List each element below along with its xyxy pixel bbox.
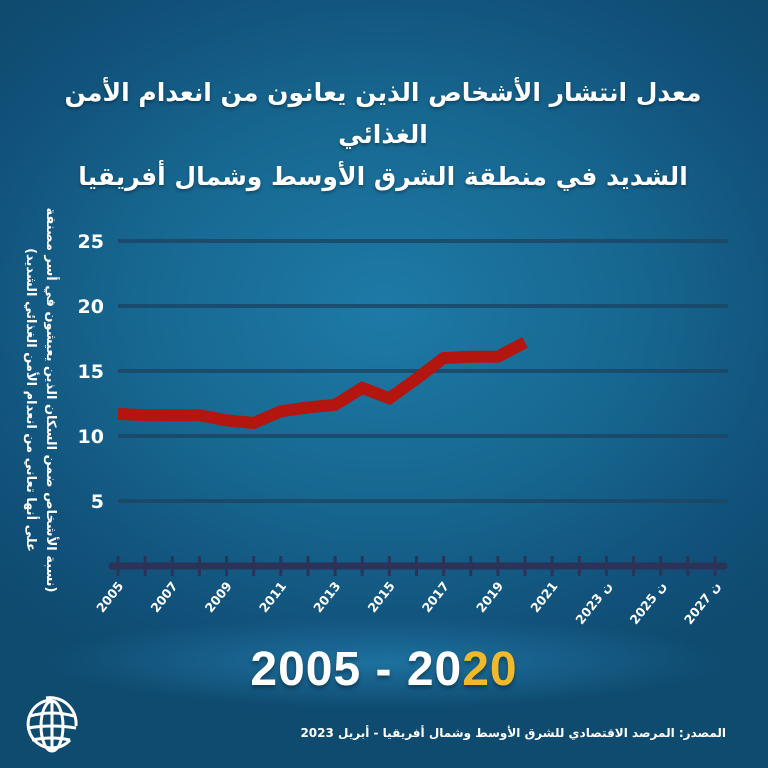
x-axis (108, 556, 728, 576)
y-tick-label: 5 (91, 491, 104, 513)
x-tick-label: 2005 (93, 579, 126, 616)
chart-title: معدل انتشار الأشخاص الذين يعانون من انعد… (38, 72, 728, 198)
range-highlight: 20 (462, 643, 518, 696)
x-tick-label: 2025 ن (627, 579, 669, 628)
y-tick-label: 15 (78, 361, 104, 383)
title-line-1: معدل انتشار الأشخاص الذين يعانون من انعد… (64, 78, 702, 149)
y-tick-label: 20 (78, 296, 104, 318)
x-tick-labels: 2005 2007 2009 2011 2013 2015 2017 2019 2021 2023… (93, 579, 723, 628)
x-tick-label: 2011 (256, 579, 289, 616)
x-tick-label: 2015 (364, 579, 397, 616)
x-tick-label: 2021 (527, 579, 560, 616)
gridlines (118, 239, 728, 503)
x-tick-label: 2019 (473, 579, 506, 616)
y-tick-label: 10 (78, 426, 104, 448)
x-tick-label: 2023 ن (572, 579, 614, 628)
x-tick-label: 2007 (147, 579, 180, 616)
x-tick-label: 2027 ن (681, 579, 723, 628)
y-tick-label: 25 (78, 231, 104, 253)
data-line (117, 337, 528, 430)
background-glow (0, 590, 768, 710)
date-range-label: 2005 - 2020 (0, 642, 768, 697)
title-line-2: الشديد في منطقة الشرق الأوسط وشمال أفريق… (78, 162, 688, 191)
x-tick-label: 2009 (202, 579, 235, 616)
y-tick-labels: 5 10 15 20 25 (78, 231, 104, 513)
x-tick-label: 2017 (419, 579, 452, 616)
source-note: المصدر: المرصد الاقتصادي للشرق الأوسط وش… (300, 726, 726, 740)
world-bank-globe-icon (26, 696, 78, 753)
range-start: 2005 - 20 (250, 643, 463, 696)
x-tick-label: 2013 (310, 579, 343, 616)
